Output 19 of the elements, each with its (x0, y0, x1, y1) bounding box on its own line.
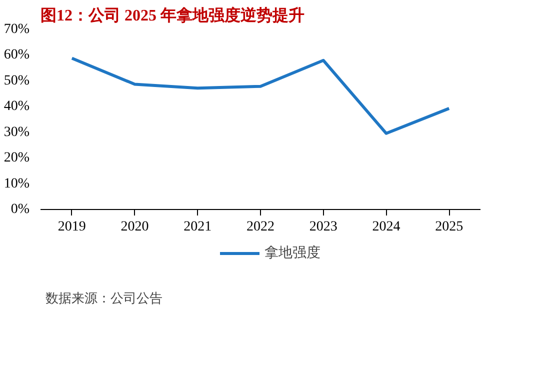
y-tick-label: 20% (4, 150, 30, 166)
x-tick-label: 2024 (372, 220, 400, 234)
x-tick-label: 2020 (120, 220, 149, 234)
y-tick-label: 60% (4, 48, 30, 63)
y-tick-label: 50% (4, 73, 30, 88)
y-tick-label: 0% (10, 202, 30, 217)
line-series (70, 56, 451, 135)
source-note: 数据来源：公司公告 (46, 290, 162, 306)
x-tick-label: 2025 (435, 220, 464, 234)
x-tick-label: 2019 (58, 220, 86, 234)
x-tick-label: 2023 (309, 220, 338, 234)
x-tick-label: 2021 (184, 220, 212, 234)
y-tick-label: 40% (4, 99, 30, 114)
y-tick-label: 10% (4, 176, 30, 192)
x-tick-label: 2022 (246, 220, 274, 234)
chart-title: 图12：公司 2025 年拿地强度逆势提升 (40, 6, 304, 24)
y-tick-label: 70% (4, 22, 30, 37)
y-tick-label: 30% (4, 124, 30, 140)
legend-label: 拿地强度 (264, 244, 320, 262)
